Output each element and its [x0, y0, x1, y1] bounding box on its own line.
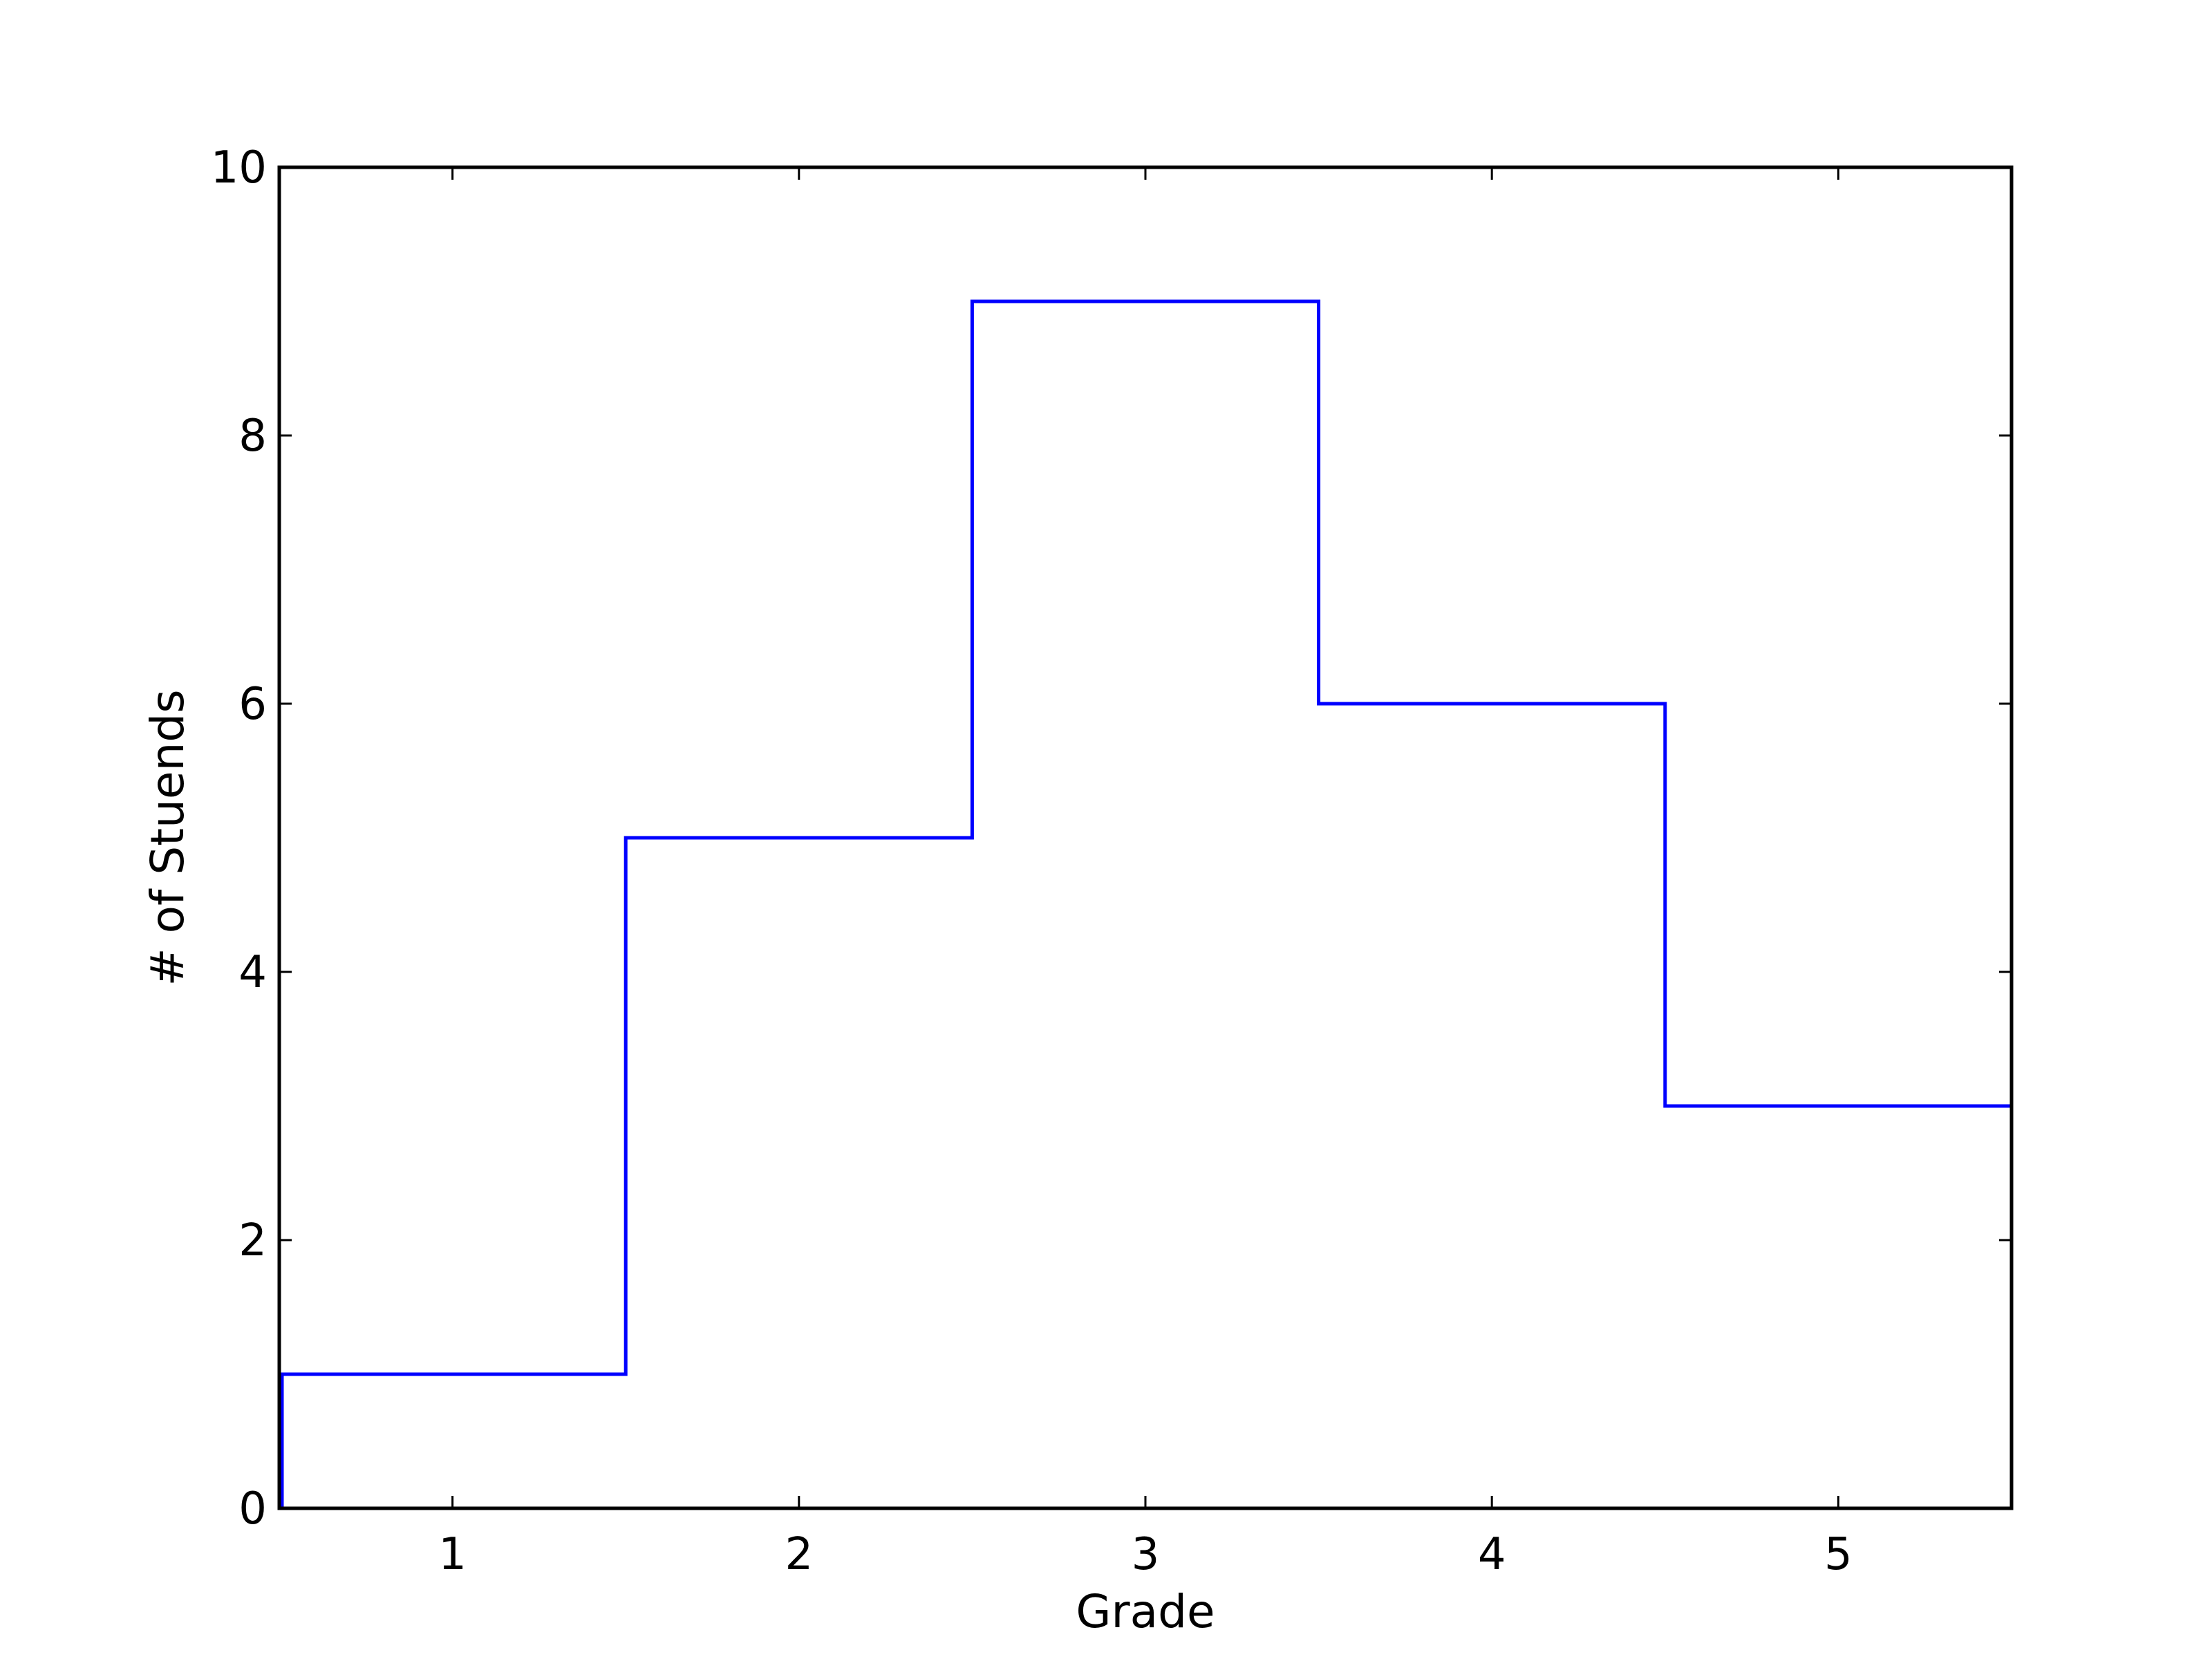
x-tick-label: 3: [1132, 1529, 1160, 1580]
y-tick-label: 2: [238, 1215, 267, 1266]
y-tick-label: 6: [238, 679, 267, 730]
x-tick-label: 4: [1478, 1529, 1506, 1580]
y-tick-label: 8: [238, 411, 267, 462]
y-tick-label: 4: [238, 947, 267, 998]
x-tick-label: 1: [438, 1529, 467, 1580]
tick-labels: 1 2 3 4 5 0 2 4 6 8 10: [211, 142, 1853, 1580]
plot-frame: [277, 165, 2014, 1510]
y-axis-label: # of Stuends: [141, 689, 194, 986]
histogram-series: [280, 299, 2012, 1508]
x-tick-label: 2: [785, 1529, 813, 1580]
x-tick-label: 5: [1824, 1529, 1853, 1580]
y-tick-label: 0: [238, 1483, 267, 1535]
y-tick-label: 10: [211, 142, 267, 194]
histogram-step-line: [280, 299, 2012, 1508]
x-axis-label: Grade: [1076, 1585, 1215, 1638]
